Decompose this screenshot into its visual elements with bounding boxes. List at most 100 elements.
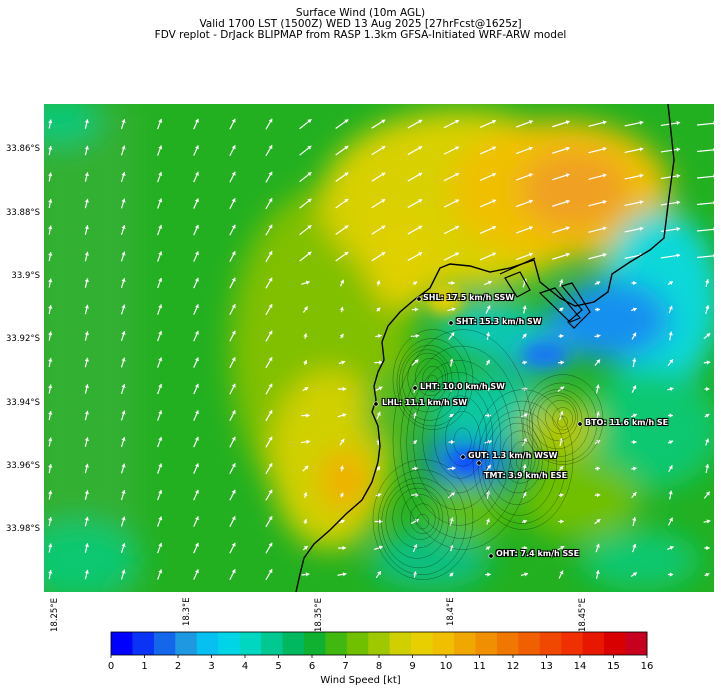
wind-arrow — [299, 198, 312, 209]
wind-arrow — [229, 118, 236, 130]
wind-arrow — [229, 383, 236, 395]
lon-label: 18.45°E — [578, 598, 588, 632]
station-label-lht: LHT: 10.0 km/h SW — [420, 382, 505, 391]
wind-arrow — [48, 145, 53, 156]
wind-arrow — [374, 386, 383, 392]
wind-arrow — [588, 120, 607, 127]
wind-arrow — [443, 146, 460, 155]
wind-arrow — [120, 330, 126, 342]
wind-arrow — [337, 386, 347, 392]
wind-arrow — [594, 307, 601, 312]
station-label-oht: OHT: 7.4 km/h SSE — [496, 549, 580, 558]
wind-arrow — [407, 198, 423, 209]
wind-arrow — [703, 519, 711, 524]
colorbar-swatch — [303, 632, 326, 655]
wind-arrow — [521, 519, 528, 524]
wind-arrow — [48, 410, 53, 421]
wind-arrow — [515, 173, 534, 181]
wind-arrow — [703, 360, 711, 365]
colorbar-tick-label: 6 — [308, 661, 316, 672]
terrain-contour — [422, 382, 493, 494]
colorbar-swatch — [539, 632, 562, 655]
station-dot-lhl — [373, 401, 379, 407]
lon-label: 18.4°E — [446, 597, 456, 626]
wind-arrow — [705, 279, 710, 287]
wind-arrow — [229, 171, 236, 183]
wind-arrow — [557, 360, 565, 365]
colorbar-tick-label: 8 — [375, 661, 383, 672]
wind-arrow — [520, 413, 529, 418]
wind-arrow — [412, 439, 418, 445]
wind-arrow — [48, 304, 53, 315]
wind-arrow — [660, 147, 681, 153]
terrain-contour — [413, 371, 502, 510]
wind-arrow — [697, 174, 714, 179]
wind-arrow — [697, 227, 714, 232]
wind-arrow — [157, 224, 163, 236]
wind-arrow — [120, 171, 126, 183]
wind-arrow — [521, 360, 528, 365]
colorbar-swatch — [282, 632, 305, 655]
wind-arrow — [624, 200, 644, 206]
wind-arrow — [48, 251, 53, 262]
wind-arrow — [265, 144, 273, 157]
wind-arrow — [632, 357, 637, 368]
wind-arrow — [667, 386, 674, 392]
wind-arrow — [588, 173, 607, 180]
wind-arrow — [631, 307, 637, 312]
map-source: FDV replot - DrJack BLIPMAP from RASP 1.… — [154, 29, 567, 41]
terrain-contour — [396, 338, 468, 427]
wind-arrow — [265, 171, 273, 183]
lon-label: 18.3°E — [182, 597, 192, 626]
wind-arrow — [443, 252, 460, 261]
wind-arrow — [84, 357, 89, 368]
wind-arrow — [667, 517, 674, 526]
wind-arrow — [120, 489, 126, 501]
wind-arrow — [407, 172, 423, 182]
wind-arrow — [157, 198, 163, 209]
colorbar-swatch — [518, 632, 541, 655]
wind-arrow — [552, 226, 570, 234]
wind-arrow — [375, 493, 382, 498]
wind-arrow — [484, 464, 492, 473]
wind-arrow — [595, 543, 600, 553]
wind-arrow — [630, 413, 638, 418]
wind-arrow — [371, 119, 386, 129]
colorbar-swatch — [582, 632, 605, 655]
wind-arrow — [193, 304, 199, 315]
colorbar-tick-label: 16 — [640, 661, 654, 672]
wind-arrow — [229, 462, 236, 475]
wind-arrow — [624, 120, 644, 127]
wind-arrow — [410, 333, 420, 339]
wind-arrow — [337, 413, 347, 418]
terrain-contour — [372, 459, 474, 580]
wind-arrow — [84, 251, 89, 262]
wind-arrow — [48, 516, 53, 527]
wind-arrow — [594, 518, 601, 525]
wind-arrow — [265, 356, 273, 369]
wind-arrow — [193, 516, 199, 527]
colorbar — [110, 631, 648, 658]
wind-arrow — [594, 466, 601, 471]
wind-arrow — [407, 119, 423, 129]
wind-arrow — [339, 333, 344, 339]
terrain-contour — [385, 483, 449, 559]
wind-arrow — [120, 569, 126, 580]
wind-arrow — [595, 384, 600, 394]
wind-arrow — [48, 543, 53, 553]
wind-arrow — [84, 463, 89, 474]
wind-arrow — [299, 251, 312, 262]
wind-arrow — [48, 172, 53, 182]
colorbar-swatch — [368, 632, 391, 655]
wind-arrow — [193, 383, 199, 395]
wind-arrow — [229, 224, 236, 236]
wind-arrow — [84, 437, 89, 447]
terrain-contour — [401, 349, 453, 413]
terrain-contour — [433, 395, 487, 479]
wind-arrow — [229, 330, 236, 342]
wind-arrow — [374, 545, 383, 550]
wind-arrow — [335, 198, 349, 209]
wind-arrow — [84, 304, 89, 315]
wind-arrow — [302, 545, 309, 551]
wind-arrow — [552, 199, 570, 207]
